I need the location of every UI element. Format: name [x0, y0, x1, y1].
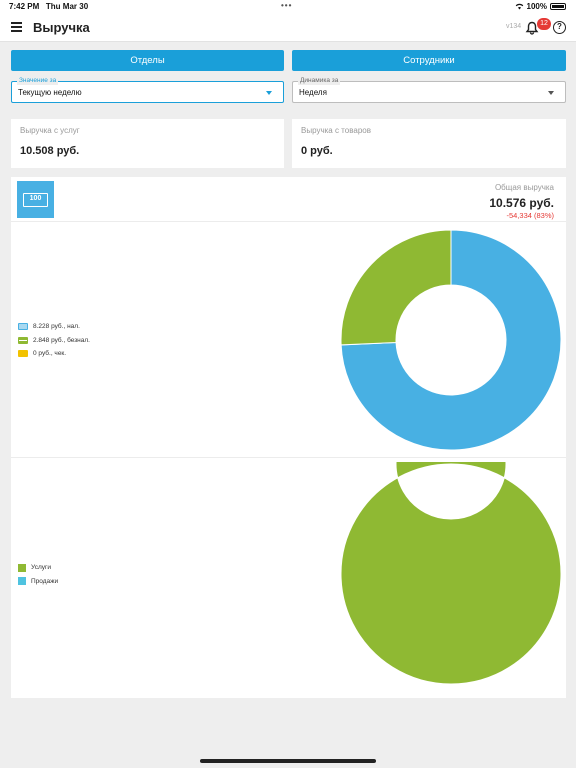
payment-donut-chart — [340, 229, 562, 451]
legend-item-check: 0 руб., чек. — [18, 347, 90, 361]
total-revenue-label: Общая выручка — [494, 183, 554, 192]
app-header: Выручка v134 12 ? — [0, 13, 576, 42]
wifi-icon — [515, 3, 523, 10]
dynamics-period-label: Динамика за — [298, 77, 341, 85]
chevron-down-icon[interactable] — [266, 91, 272, 95]
legend-item-cash: 8.228 руб., нал. — [18, 320, 90, 334]
status-right: 100% — [515, 2, 566, 11]
bell-icon[interactable] — [525, 21, 539, 35]
battery-percent: 100% — [526, 2, 547, 11]
divider — [11, 457, 566, 458]
services-revenue-label: Выручка с услуг — [20, 126, 80, 135]
version-label: v134 — [506, 23, 522, 30]
goods-revenue-card: Выручка с товаров 0 руб. — [292, 119, 566, 168]
goods-revenue-label: Выручка с товаров — [301, 126, 371, 135]
goods-revenue-value: 0 руб. — [301, 145, 333, 157]
legend-swatch — [18, 577, 26, 586]
employees-button[interactable]: Сотрудники — [292, 50, 566, 71]
page-title: Выручка — [33, 20, 90, 35]
value-period-value: Текущую неделю — [18, 88, 82, 97]
notification-badge[interactable]: 12 — [537, 18, 551, 30]
payment-slice-0 — [340, 229, 562, 451]
money-icon: 100 — [17, 181, 54, 218]
revenue-summary-panel: 100 Общая выручка 10.576 руб. -54,334 (8… — [11, 177, 566, 698]
payment-legend: 8.228 руб., нал. 2.848 руб., безнал. 0 р… — [18, 320, 90, 361]
total-revenue-value: 10.576 руб. — [489, 196, 554, 210]
home-indicator[interactable] — [200, 759, 376, 763]
multitask-dots[interactable]: ••• — [281, 1, 293, 10]
check-icon — [18, 350, 28, 358]
legend-item-services: Услуги — [18, 561, 58, 575]
status-time: 7:42 PM Thu Mar 30 — [9, 2, 89, 11]
battery-icon — [550, 3, 566, 10]
departments-button[interactable]: Отделы — [11, 50, 284, 71]
help-icon[interactable]: ? — [553, 21, 566, 34]
category-donut-chart — [340, 462, 562, 685]
value-period-label: Значение за — [17, 77, 59, 85]
dynamics-period-select[interactable]: Динамика за Неделя — [292, 77, 566, 103]
cash-icon — [18, 323, 28, 331]
status-bar: 7:42 PM Thu Mar 30 ••• 100% — [0, 0, 576, 13]
category-legend: Услуги Продажи — [18, 561, 58, 588]
category-slice-0 — [340, 462, 562, 685]
total-revenue-diff: -54,334 (83%) — [506, 211, 554, 220]
value-period-select[interactable]: Значение за Текущую неделю — [11, 77, 284, 103]
legend-item-card: 2.848 руб., безнал. — [18, 334, 90, 348]
divider — [11, 221, 566, 222]
card-icon — [18, 336, 28, 344]
services-revenue-card: Выручка с услуг 10.508 руб. — [11, 119, 284, 168]
dynamics-period-value: Неделя — [299, 88, 327, 97]
menu-icon[interactable] — [11, 22, 22, 32]
legend-swatch — [18, 563, 26, 572]
legend-item-sales: Продажи — [18, 575, 58, 589]
chevron-down-icon[interactable] — [548, 91, 554, 95]
services-revenue-value: 10.508 руб. — [20, 145, 80, 157]
payment-slice-1 — [340, 229, 452, 346]
